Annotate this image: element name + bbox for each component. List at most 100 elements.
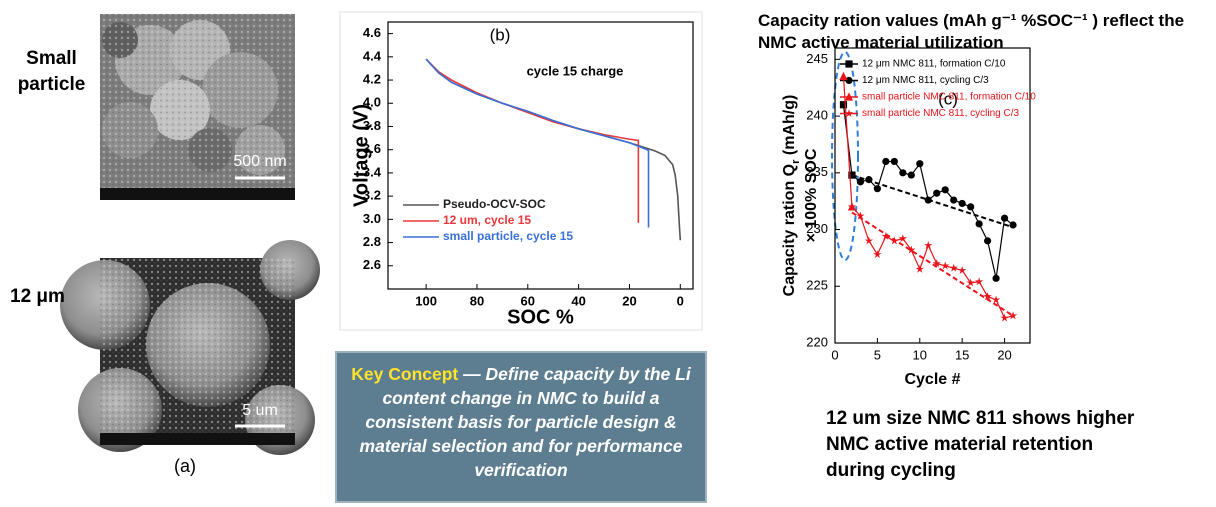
x-axis-label: Cycle # [904, 371, 960, 388]
y-axis-label-part: r [790, 159, 802, 164]
marker [907, 171, 915, 179]
marker [992, 274, 1000, 282]
legend-marker [845, 76, 853, 85]
series-line [425, 58, 650, 228]
marker [890, 157, 898, 166]
marker [856, 178, 865, 186]
y-tick-label: 2.6 [363, 257, 381, 272]
series-line [842, 76, 853, 207]
x-tick-label: 15 [955, 347, 969, 362]
marker [941, 186, 949, 194]
y-tick-label: 240 [806, 108, 828, 123]
marker [924, 241, 933, 249]
legend-label: small particle NMC 811, formation C/10 [862, 92, 1036, 103]
legend-marker [844, 92, 854, 101]
legend-label: 12 μm NMC 811, cycling C/3 [862, 75, 989, 86]
legend-label: 12 um, cycle 15 [443, 213, 531, 227]
series-line [851, 206, 1014, 319]
x-tick-label: 5 [874, 347, 881, 362]
legend-label: small particle, cycle 15 [443, 229, 573, 243]
y-tick-label: 3.8 [363, 118, 381, 133]
y-tick-label: 4.4 [363, 48, 382, 63]
y-tick-label: 3.6 [363, 141, 381, 156]
marker [839, 71, 848, 80]
plot-frame [834, 47, 1031, 344]
marker [915, 264, 924, 273]
particle-label: Small particle [17, 48, 86, 95]
legend-marker [844, 109, 854, 118]
marker [957, 265, 967, 274]
marker [933, 189, 941, 197]
marker [974, 277, 984, 286]
scale-bar-label: 500 nm [233, 153, 286, 170]
highlight-ellipse [831, 51, 859, 261]
legend-marker [845, 60, 853, 68]
marker [984, 237, 992, 245]
y-tick-label: 235 [806, 164, 828, 179]
marker [967, 203, 975, 211]
legend-label: Pseudo-OCV-SOC [443, 197, 546, 211]
plot-frame [387, 21, 694, 290]
marker [924, 196, 932, 204]
x-tick-label: 100 [415, 293, 437, 308]
x-tick-label: 80 [470, 293, 484, 308]
marker [966, 278, 975, 287]
chart-c-title: Capacity ration values (mAh g⁻¹ %SOC⁻¹ )… [758, 11, 1185, 52]
x-tick-label: 40 [571, 293, 585, 308]
marker [881, 231, 891, 240]
marker [949, 263, 958, 272]
x-axis-label: SOC % [507, 306, 574, 328]
panel-caption: (a) [174, 456, 196, 476]
y-axis-label-part: Capacity ration Q [781, 164, 798, 296]
marker [847, 202, 857, 211]
sem-image-small [100, 14, 295, 200]
key-concept-body: — Define capacity by the Li content chan… [359, 364, 691, 480]
marker [864, 236, 874, 245]
y-tick-label: 225 [806, 278, 828, 293]
annotation: cycle 15 charge [527, 63, 624, 78]
marker [907, 245, 916, 254]
legend-label: 12 μm NMC 811, formation C/10 [862, 59, 1006, 70]
marker [839, 101, 848, 109]
marker [991, 295, 1001, 304]
marker [916, 160, 924, 168]
marker [1008, 311, 1018, 320]
y-tick-label: 4.2 [363, 71, 381, 86]
x-tick-label: 20 [622, 293, 636, 308]
marker [882, 157, 890, 166]
marker [873, 185, 881, 193]
series-line [425, 58, 640, 223]
scale-bar-label: 5 um [242, 402, 278, 419]
marker [865, 176, 873, 184]
y-axis-label: × 100% SOC [803, 148, 820, 242]
y-axis-label: Capacity ration Qr (mAh/g) [781, 95, 802, 297]
y-axis-label-part: (mAh/g) [781, 95, 798, 160]
y-tick-label: 4.0 [363, 95, 381, 110]
marker [873, 250, 882, 259]
sem-image-12um [60, 240, 320, 455]
marker [950, 196, 958, 204]
marker [975, 220, 983, 228]
x-tick-label: 10 [913, 347, 927, 362]
legend-label: small particle NMC 811, cycling C/3 [862, 108, 1020, 119]
y-tick-label: 4.6 [363, 25, 381, 40]
x-tick-label: 20 [997, 347, 1011, 362]
key-concept-heading: Key Concept [351, 364, 459, 384]
marker [983, 292, 992, 301]
y-tick-label: 3.0 [363, 211, 381, 226]
y-tick-label: 2.8 [363, 234, 381, 249]
marker [958, 199, 966, 208]
chart-b-panel [339, 11, 703, 331]
x-tick-label: 60 [521, 293, 535, 308]
marker [890, 236, 899, 245]
marker [941, 261, 950, 270]
key-concept-box [335, 351, 707, 503]
marker [932, 259, 941, 268]
marker [1000, 214, 1009, 222]
trendline [851, 174, 1014, 229]
marker [1009, 221, 1017, 229]
y-axis-label: Voltage (V) [350, 104, 372, 207]
y-tick-label: 245 [806, 51, 828, 66]
